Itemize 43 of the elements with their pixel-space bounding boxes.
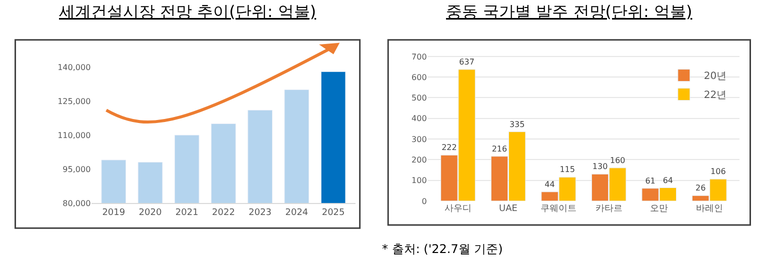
data-label: 216 bbox=[492, 144, 508, 154]
y-tick-label: 700 bbox=[412, 52, 427, 62]
y-tick-label: 100 bbox=[412, 176, 427, 186]
data-label: 61 bbox=[645, 176, 656, 186]
x-tick-label: 2019 bbox=[102, 208, 126, 218]
y-tick-label: 110,000 bbox=[58, 130, 91, 140]
x-tick-label: 사우디 bbox=[444, 204, 472, 214]
data-label: 160 bbox=[610, 156, 626, 165]
y-tick-label: 300 bbox=[412, 134, 427, 144]
y-tick-label: 80,000 bbox=[62, 198, 91, 208]
y-tick-label: 0 bbox=[422, 196, 427, 206]
data-label: 26 bbox=[695, 184, 706, 193]
text: * 출처: ('22.7월 기준) bbox=[382, 242, 503, 256]
data-label: 64 bbox=[662, 176, 674, 185]
chart-title: 중동 국가별 발주 전망(단위: 억불) bbox=[446, 2, 692, 21]
x-tick-label: 2021 bbox=[175, 208, 198, 218]
y-tick-label: 140,000 bbox=[58, 62, 91, 72]
legend-label: 20년 bbox=[704, 71, 727, 82]
legend-label: 22년 bbox=[704, 90, 727, 102]
data-label: 106 bbox=[710, 167, 726, 176]
data-label: 115 bbox=[560, 165, 575, 174]
y-tick-label: 200 bbox=[412, 155, 427, 164]
x-tick-label: 2025 bbox=[322, 208, 345, 218]
x-tick-label: UAE bbox=[499, 204, 518, 214]
x-tick-label: 2020 bbox=[138, 208, 162, 218]
data-label: 222 bbox=[442, 143, 457, 152]
x-tick-label: 2022 bbox=[212, 208, 235, 218]
y-tick-label: 400 bbox=[412, 114, 427, 124]
y-tick-label: 500 bbox=[412, 94, 427, 103]
data-label: 335 bbox=[509, 120, 525, 129]
data-label: 44 bbox=[544, 180, 555, 189]
data-label: 637 bbox=[459, 57, 474, 66]
x-tick-label: 쿠웨이트 bbox=[540, 204, 577, 214]
x-tick-label: 바레인 bbox=[696, 204, 723, 214]
y-tick-label: 95,000 bbox=[62, 164, 91, 174]
x-tick-label: 카타르 bbox=[595, 204, 622, 214]
data-label: 130 bbox=[592, 162, 608, 172]
y-tick-label: 600 bbox=[412, 72, 427, 82]
chart-title: 세계건설시장 전망 추이(단위: 억불) bbox=[59, 2, 316, 21]
x-tick-label: 2024 bbox=[285, 208, 308, 218]
x-tick-label: 2023 bbox=[248, 208, 272, 218]
y-tick-label: 125,000 bbox=[58, 96, 91, 106]
x-tick-label: 오만 bbox=[650, 204, 668, 214]
